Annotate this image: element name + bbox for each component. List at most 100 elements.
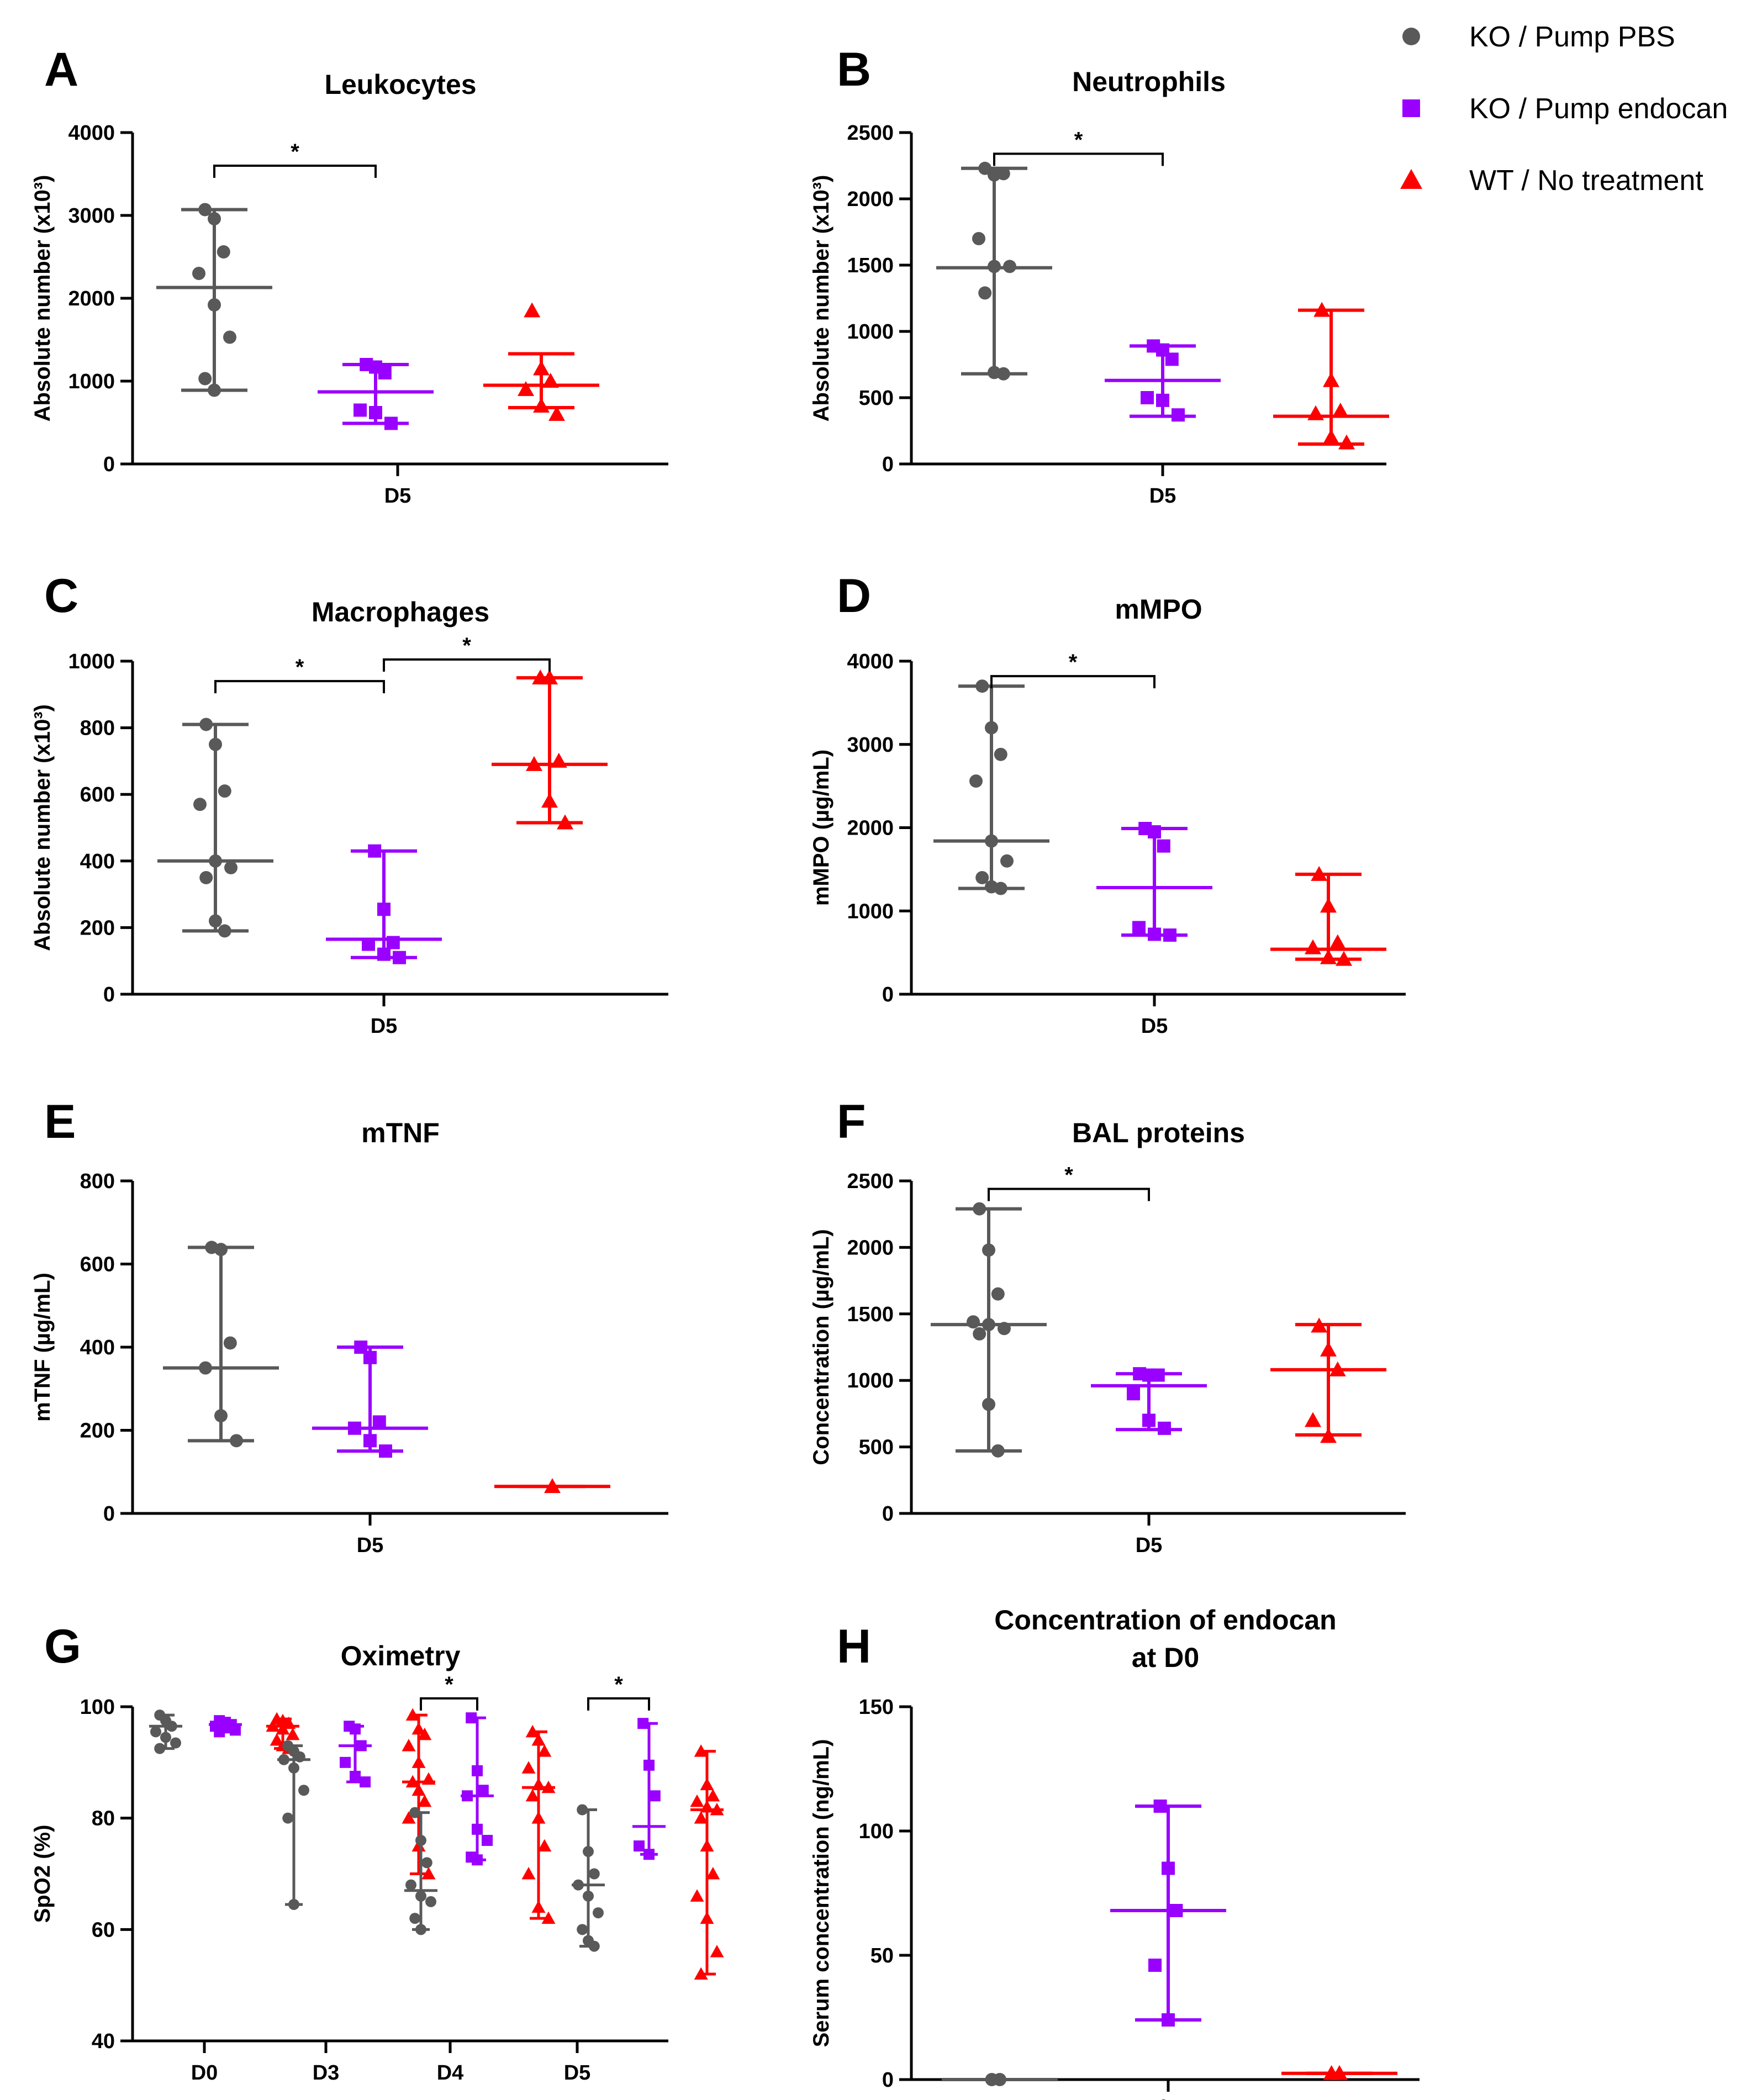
data-point xyxy=(214,1243,228,1257)
data-point xyxy=(548,406,565,421)
data-point xyxy=(1329,934,1346,949)
y-tick-label: 50 xyxy=(870,1944,894,1967)
data-point xyxy=(1305,1412,1321,1427)
data-point xyxy=(531,1733,546,1746)
data-group xyxy=(339,1721,372,1788)
data-point xyxy=(472,1765,483,1776)
data-group xyxy=(209,1715,242,1738)
data-point xyxy=(193,798,207,811)
data-point xyxy=(1172,408,1185,422)
data-point xyxy=(1162,2013,1175,2027)
data-point xyxy=(982,1397,995,1411)
data-point xyxy=(199,717,213,731)
data-point xyxy=(991,1444,1005,1458)
significance-star: * xyxy=(1064,1163,1073,1187)
x-tick-label: D5 xyxy=(371,1015,398,1038)
significance-bracket xyxy=(990,675,1155,689)
data-point xyxy=(1153,1800,1167,1813)
data-point xyxy=(214,1726,225,1738)
data-point xyxy=(355,1740,367,1751)
data-point xyxy=(154,1743,166,1754)
data-point xyxy=(1151,1368,1165,1382)
data-point xyxy=(477,1785,489,1796)
data-point xyxy=(700,1777,714,1791)
x-tick-label: D0 xyxy=(1143,2094,1178,2100)
data-point xyxy=(1320,949,1337,964)
data-point xyxy=(583,1846,594,1858)
y-tick-label: 4000 xyxy=(847,650,894,673)
data-point xyxy=(150,1726,161,1738)
data-point xyxy=(209,854,222,868)
data-point xyxy=(198,372,212,386)
data-group xyxy=(157,717,273,938)
y-tick-label: 1500 xyxy=(847,1303,894,1326)
data-point xyxy=(998,1322,1011,1336)
significance-star: * xyxy=(1074,128,1083,152)
data-point xyxy=(531,1811,546,1824)
data-point xyxy=(372,1415,386,1429)
chart-title: Macrophages xyxy=(312,597,489,627)
y-tick-label: 1500 xyxy=(847,254,894,277)
panel-A: A Leukocytes 0 1000 2000 3000 4000 Absolute num… xyxy=(30,43,668,508)
significance-star: * xyxy=(291,140,299,164)
data-point xyxy=(217,245,230,258)
data-point xyxy=(209,737,222,751)
data-point xyxy=(593,1907,604,1919)
data-point xyxy=(362,937,375,951)
significance-bracket xyxy=(993,152,1164,166)
x-tick-label: D5 xyxy=(1136,1534,1163,1557)
data-point xyxy=(993,2073,1006,2086)
data-group xyxy=(483,302,599,421)
y-tick-label: 600 xyxy=(80,783,115,806)
data-point xyxy=(266,1719,280,1732)
data-group xyxy=(402,1708,436,1880)
y-tick-label: 0 xyxy=(103,983,115,1006)
x-tick-label: D5 xyxy=(1141,1015,1168,1038)
significance-star: * xyxy=(445,1672,453,1697)
panel-F: F BAL proteins 0 500 1000 1500 2000 2500 Concent… xyxy=(809,1095,1406,1557)
y-axis-title: Serum concentration (ng/mL) xyxy=(809,1739,833,2048)
data-point xyxy=(1003,260,1016,273)
y-tick-label: 80 xyxy=(92,1807,115,1830)
panel-letter: H xyxy=(837,1620,871,1673)
data-point xyxy=(1000,854,1014,868)
data-point xyxy=(1332,403,1349,418)
data-point xyxy=(482,1835,493,1846)
data-point xyxy=(208,212,221,225)
legend-label: WT / No treatment xyxy=(1469,165,1703,197)
legend-marker-circle xyxy=(1402,28,1420,45)
data-point xyxy=(531,1900,546,1913)
data-point xyxy=(537,1839,552,1852)
panel-letter: C xyxy=(44,569,78,622)
data-point xyxy=(700,1911,714,1924)
data-point xyxy=(524,302,541,318)
data-group xyxy=(942,2073,1058,2086)
data-point xyxy=(1320,898,1337,913)
data-point xyxy=(531,1777,546,1791)
data-point xyxy=(405,1775,420,1788)
data-point xyxy=(1323,372,1339,387)
data-point xyxy=(634,1840,645,1852)
data-group xyxy=(690,1744,724,1980)
data-point xyxy=(223,330,236,344)
data-group xyxy=(1270,1317,1386,1443)
significance-bracket xyxy=(587,1697,650,1711)
data-point xyxy=(218,784,231,798)
data-point xyxy=(1165,352,1179,366)
data-point xyxy=(985,834,998,848)
chart-title: Oximetry xyxy=(341,1640,461,1671)
data-point xyxy=(550,752,567,768)
data-point xyxy=(192,267,205,280)
data-point xyxy=(982,1318,995,1332)
data-point xyxy=(425,1896,436,1907)
data-point xyxy=(994,882,1007,895)
y-tick-label: 3000 xyxy=(847,734,894,757)
data-point xyxy=(994,747,1007,761)
data-point xyxy=(270,1733,284,1746)
data-point xyxy=(377,903,391,916)
data-point xyxy=(409,1807,421,1818)
data-group xyxy=(156,203,272,397)
data-point xyxy=(421,1857,432,1869)
data-point xyxy=(1132,921,1146,935)
